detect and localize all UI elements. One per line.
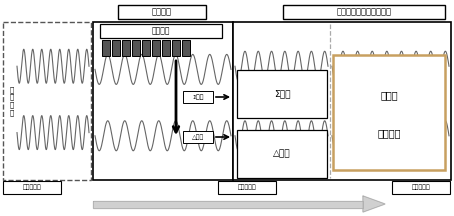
Text: 最终相位差: 最终相位差 (412, 185, 430, 190)
Bar (233, 22, 451, 180)
Bar (93, 22, 233, 180)
Text: 天馈系统: 天馈系统 (152, 8, 172, 16)
Bar (183, 91, 213, 103)
Text: △信线: △信线 (192, 134, 204, 140)
Text: Σ信线: Σ信线 (192, 94, 204, 100)
Bar (283, 5, 445, 19)
Bar (333, 55, 445, 170)
Bar (183, 131, 213, 143)
Text: Σ通道: Σ通道 (274, 89, 290, 98)
Text: 中间相位差: 中间相位差 (237, 185, 257, 190)
Bar (112, 40, 120, 56)
Bar (172, 40, 180, 56)
Bar (3, 22, 91, 180)
Bar (392, 181, 450, 194)
Polygon shape (363, 196, 385, 212)
Bar (122, 40, 130, 56)
Bar (162, 40, 170, 56)
Bar (218, 181, 276, 194)
Text: 单脉冲: 单脉冲 (380, 90, 398, 100)
Bar (102, 40, 110, 56)
Bar (3, 181, 61, 194)
Bar (118, 5, 206, 19)
Bar (100, 24, 222, 38)
Bar (142, 40, 150, 56)
Text: 初始相位差: 初始相位差 (23, 185, 41, 190)
Polygon shape (93, 200, 363, 208)
Bar (237, 130, 327, 178)
Bar (182, 40, 190, 56)
Text: 处理设备: 处理设备 (377, 128, 401, 138)
Bar (152, 40, 160, 56)
Bar (237, 70, 327, 118)
Text: 应
答
信
号: 应 答 信 号 (10, 86, 14, 116)
Text: 单脉冲处理设备接收通道: 单脉冲处理设备接收通道 (336, 8, 391, 16)
Bar (132, 40, 140, 56)
Text: △通道: △通道 (273, 149, 291, 159)
Text: 询问天线: 询问天线 (152, 27, 170, 35)
